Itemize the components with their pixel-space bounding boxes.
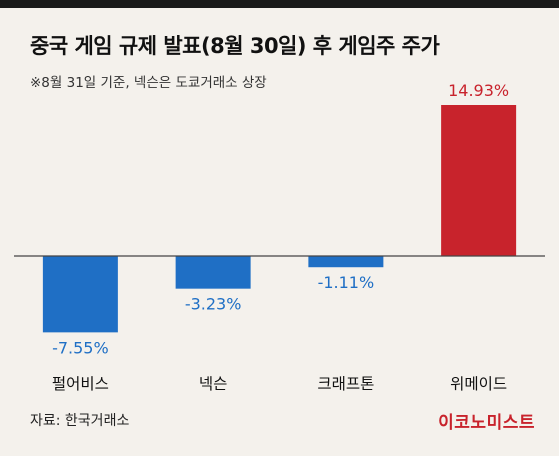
data-label-2: -1.11% — [318, 273, 375, 292]
category-label-2: 크래프톤 — [317, 375, 374, 393]
category-label-1: 넥슨 — [199, 375, 228, 393]
chart-title: 중국 게임 규제 발표(8월 30일) 후 게임주 주가 — [30, 34, 440, 58]
top-bar — [0, 0, 559, 8]
publisher-logo: 이코노미스트 — [438, 413, 535, 433]
category-label-0: 펄어비스 — [52, 375, 109, 393]
category-label-3: 위메이드 — [450, 375, 507, 393]
bar-0 — [42, 256, 118, 333]
source-note: 자료: 한국거래소 — [30, 413, 130, 429]
data-label-0: -7.55% — [52, 338, 109, 357]
data-label-3: 14.93% — [448, 81, 509, 100]
bar-2 — [308, 256, 384, 268]
data-label-1: -3.23% — [185, 295, 242, 314]
bar-1 — [175, 256, 251, 289]
chart-subtitle: ※8월 31일 기준, 넥슨은 도쿄거래소 상장 — [30, 75, 267, 91]
bar-3 — [441, 105, 517, 256]
